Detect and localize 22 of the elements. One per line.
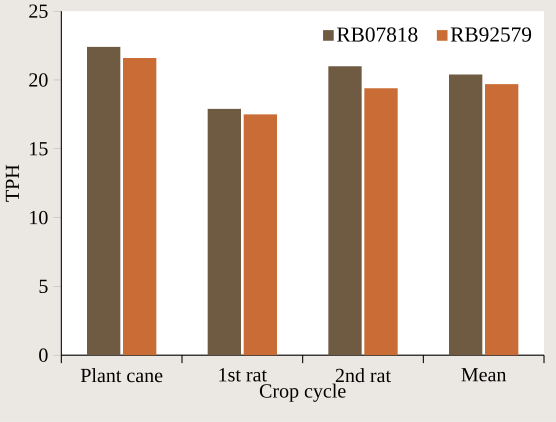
y-tick-label: 15 [30,142,48,156]
bar [449,74,482,356]
bar [244,114,278,356]
x-tick-label: 2nd rat [336,368,391,382]
bar [364,88,398,356]
bar [485,84,518,356]
x-tick-label: 1st rat [219,368,267,382]
bar [87,47,120,356]
legend-label: RB07818 [337,27,418,42]
bar [123,58,156,356]
y-tick-label: 5 [40,280,48,294]
bar [208,108,241,356]
y-axis-title: TPH [6,164,19,202]
y-tick-label: 25 [29,4,48,18]
bar [328,66,362,356]
legend-label: RB92579 [450,27,532,42]
y-tick-label: 10 [30,210,48,224]
y-tick-label: 20 [29,73,48,87]
y-tick-label: 0 [39,348,48,362]
x-axis-title: Crop cycle [260,384,346,402]
x-tick-label: Mean [461,368,506,382]
x-tick-label: Plant cane [80,368,162,382]
